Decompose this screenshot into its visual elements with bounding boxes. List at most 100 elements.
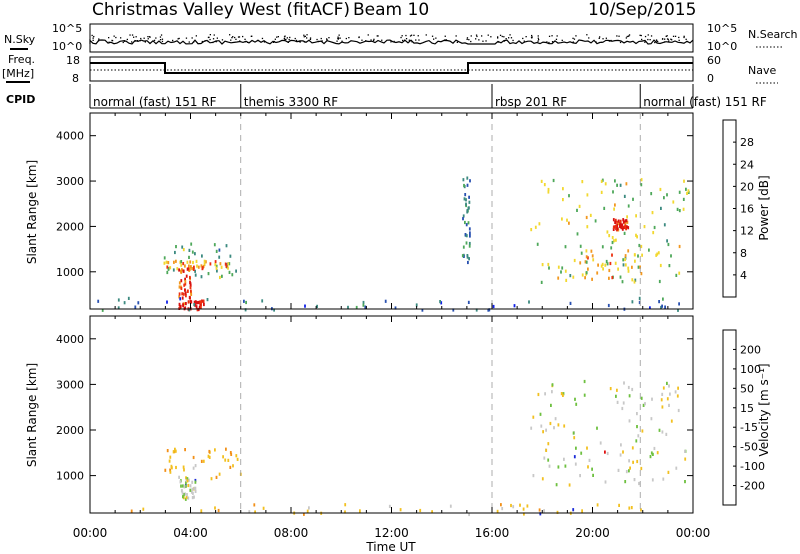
echo-cell <box>631 387 634 392</box>
nsearch-point <box>497 36 499 38</box>
echo-cell <box>612 218 615 222</box>
echo-cell <box>665 432 668 436</box>
echo-cell <box>621 280 624 284</box>
date-label: 10/Sep/2015 <box>588 0 696 20</box>
echo-cell <box>610 246 613 250</box>
nsearch-point <box>185 37 188 39</box>
echo-cell <box>616 400 619 404</box>
echo-cell <box>431 510 433 514</box>
echo-cell <box>510 503 512 508</box>
echo-cell <box>464 193 467 197</box>
echo-cell <box>464 233 467 237</box>
nsearch-point <box>433 38 435 40</box>
echo-cell <box>174 250 176 255</box>
echo-cell <box>181 245 184 249</box>
nsearch-point <box>610 39 612 42</box>
echo-cell <box>611 236 614 240</box>
echo-cell <box>538 508 541 512</box>
echo-cell <box>468 244 471 248</box>
colorbar-tick-label: -100 <box>740 460 765 473</box>
nsearch-point <box>657 40 659 43</box>
nsearch-point <box>668 40 670 42</box>
echo-cell <box>585 249 588 253</box>
echo-cell <box>640 272 643 276</box>
nsearch-point <box>309 38 312 40</box>
nsearch-point <box>561 39 563 41</box>
echo-cell <box>678 271 681 275</box>
echo-cell <box>174 449 177 453</box>
echo-cell <box>640 244 643 249</box>
nsearch-point <box>299 41 301 43</box>
echo-cell <box>178 295 181 299</box>
echo-cell <box>163 256 166 260</box>
nsearch-point <box>478 39 480 41</box>
nsearch-point <box>475 38 477 40</box>
echo-cell <box>188 295 191 300</box>
echo-cell <box>253 503 256 507</box>
echo-cell <box>188 478 190 482</box>
echo-cell <box>303 512 305 516</box>
nsearch-point <box>212 41 214 44</box>
echo-cell <box>606 451 609 456</box>
nsearch-point <box>537 40 539 42</box>
echo-cell <box>544 392 546 396</box>
echo-cell <box>579 261 582 265</box>
echo-cell <box>344 503 347 507</box>
echo-cell <box>194 464 197 468</box>
echo-cell <box>178 292 181 296</box>
nsearch-point <box>303 36 305 38</box>
echo-cell <box>197 300 200 305</box>
nsearch-point <box>402 39 404 42</box>
cpid-label: CPID <box>6 93 35 106</box>
echo-cell <box>193 300 196 304</box>
echo-cell <box>589 213 592 217</box>
nsearch-point <box>139 40 141 42</box>
echo-cell <box>183 283 186 287</box>
echo-cell <box>563 424 566 428</box>
echo-cell <box>180 484 182 488</box>
echo-cell <box>562 392 565 396</box>
echo-cell <box>622 220 625 224</box>
echo-cell <box>203 302 205 307</box>
y-tick-label: 1000 <box>56 266 84 279</box>
echo-cell <box>581 509 583 513</box>
nsearch-point <box>497 37 499 39</box>
colorbar-tick-label: 20 <box>740 180 754 193</box>
nsearch-point <box>239 40 241 42</box>
nsearch-point <box>572 37 574 39</box>
echo-cell <box>203 259 206 263</box>
sky-axis-right-top: 10^5 <box>707 22 737 35</box>
nsearch-point <box>295 39 298 42</box>
echo-cell <box>501 507 504 511</box>
echo-cell <box>547 190 550 194</box>
nsearch-point <box>135 36 137 38</box>
echo-cell <box>564 464 567 468</box>
echo-cell <box>591 277 593 281</box>
echo-cell <box>562 393 564 397</box>
nsearch-point <box>337 36 339 38</box>
nsearch-point <box>512 39 514 42</box>
echo-cell <box>475 308 478 312</box>
nsearch-point <box>555 38 558 40</box>
echo-cell <box>218 248 221 252</box>
echo-cell <box>127 296 130 300</box>
echo-cell <box>600 179 603 183</box>
colorbar-tick-label: 15 <box>740 402 754 415</box>
nsearch-point <box>381 39 383 41</box>
echo-cell <box>677 408 680 413</box>
echo-cell <box>185 274 188 278</box>
nsearch-point <box>667 38 669 41</box>
echo-cell <box>637 265 640 269</box>
echo-cell <box>641 429 644 433</box>
nsearch-point <box>358 36 360 39</box>
velocity-echoes <box>130 379 687 517</box>
echo-cell <box>359 509 361 513</box>
echo-cell <box>188 248 191 252</box>
echo-cell <box>632 197 634 201</box>
sky-noise-traces <box>89 34 694 45</box>
echo-cell <box>668 384 670 388</box>
nsearch-point <box>435 37 437 39</box>
echo-cell <box>614 203 616 207</box>
echo-cell <box>573 258 576 263</box>
echo-cell <box>564 245 567 249</box>
